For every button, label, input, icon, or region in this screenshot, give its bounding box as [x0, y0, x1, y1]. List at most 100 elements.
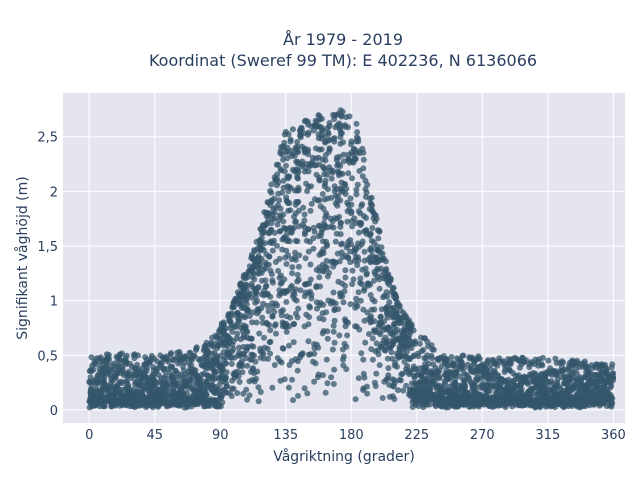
data-point [375, 347, 382, 354]
data-point [276, 287, 283, 294]
data-point [523, 357, 530, 364]
data-point [364, 309, 371, 316]
data-point [480, 393, 487, 400]
data-point [491, 369, 498, 376]
data-point [174, 349, 181, 356]
data-point [244, 274, 251, 280]
data-point [302, 255, 309, 262]
data-point [330, 328, 337, 335]
data-point [352, 396, 359, 403]
data-point [142, 400, 149, 407]
data-point [390, 383, 397, 390]
data-point [367, 259, 374, 266]
data-point [500, 386, 507, 393]
data-point [340, 158, 347, 165]
data-point [443, 357, 450, 364]
data-point [486, 366, 493, 373]
data-point [589, 380, 596, 387]
data-point [325, 137, 332, 144]
data-point [175, 384, 182, 391]
data-point [269, 279, 276, 286]
data-point [313, 155, 320, 162]
data-point [201, 370, 207, 377]
y-axis-label: Signifikant våghöjd (m) [14, 176, 31, 339]
data-point [243, 386, 250, 393]
data-point [509, 399, 516, 406]
data-point [421, 335, 428, 342]
data-point [384, 375, 391, 382]
data-point [294, 358, 301, 365]
data-point [430, 346, 437, 353]
data-point [306, 238, 313, 245]
data-point [150, 364, 157, 370]
data-point [550, 367, 556, 374]
data-point [324, 195, 331, 202]
data-point [216, 336, 223, 343]
data-point [604, 394, 610, 401]
data-point [305, 338, 312, 345]
data-point [331, 366, 338, 373]
data-point [274, 302, 281, 309]
data-point [567, 393, 574, 400]
data-point [155, 397, 162, 404]
y-tick-label: 2,5 [37, 131, 58, 146]
data-point [325, 297, 332, 304]
data-point [421, 377, 428, 384]
data-point [264, 199, 271, 206]
data-point [446, 391, 453, 398]
data-point [123, 352, 130, 359]
data-point [170, 385, 177, 392]
data-point [436, 375, 443, 382]
data-point [322, 152, 329, 158]
data-point [489, 356, 496, 363]
data-point [403, 382, 410, 389]
data-point [86, 398, 93, 405]
data-point [330, 289, 337, 296]
data-point [331, 116, 338, 122]
x-tick-label: 180 [339, 428, 364, 443]
data-point [316, 113, 323, 119]
data-point [379, 324, 386, 331]
data-point [186, 360, 193, 367]
data-point [174, 370, 181, 377]
data-point [414, 397, 421, 403]
data-point [363, 270, 370, 277]
data-point [335, 306, 342, 313]
data-point [220, 349, 227, 356]
data-point [436, 355, 443, 362]
data-point [293, 166, 299, 173]
data-point [308, 183, 315, 190]
data-point [283, 313, 290, 320]
data-point [367, 231, 374, 238]
data-point [109, 400, 116, 406]
data-point [326, 145, 333, 152]
data-point [110, 363, 117, 369]
data-point [335, 111, 342, 117]
data-point [294, 160, 301, 167]
data-point [293, 297, 300, 304]
data-point [203, 398, 210, 405]
data-point [273, 330, 279, 337]
data-point [237, 283, 244, 290]
data-point [468, 367, 475, 373]
data-point [147, 359, 154, 365]
data-point [368, 237, 375, 244]
data-point [329, 218, 336, 225]
data-point [566, 387, 573, 394]
data-point [266, 339, 273, 346]
data-point [549, 386, 556, 393]
data-point [330, 263, 337, 270]
data-point [388, 304, 395, 311]
data-point [330, 258, 337, 265]
data-point [360, 387, 367, 393]
data-point [349, 223, 356, 230]
data-point [332, 238, 339, 245]
data-point [554, 397, 561, 404]
data-point [438, 363, 445, 370]
data-point [526, 364, 533, 371]
data-point [390, 341, 397, 348]
data-point [390, 284, 397, 291]
data-point [324, 171, 331, 178]
data-point [502, 361, 509, 368]
